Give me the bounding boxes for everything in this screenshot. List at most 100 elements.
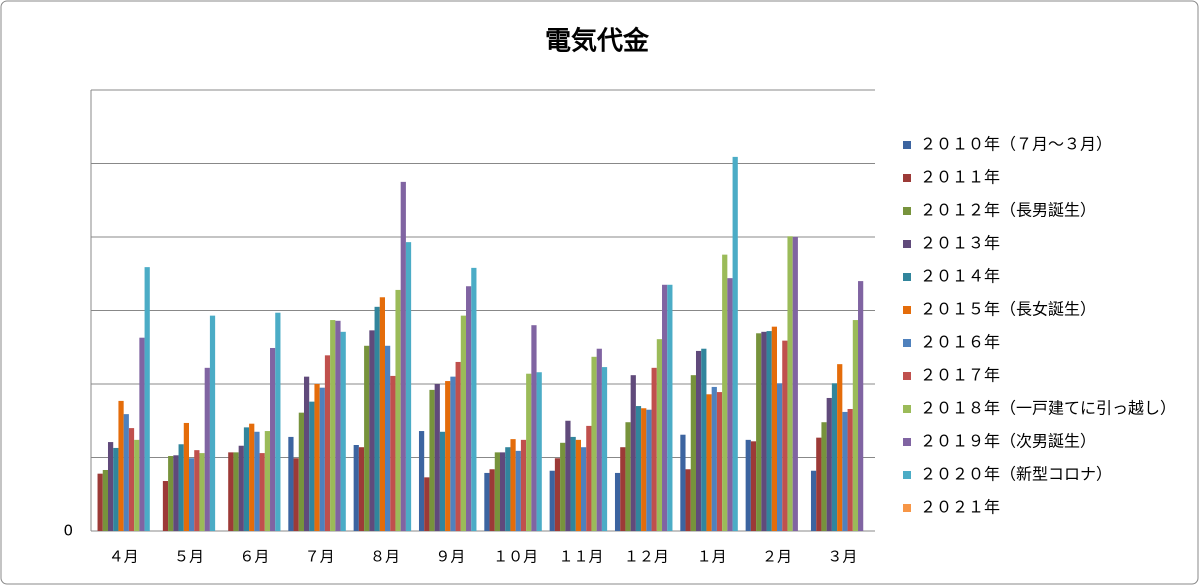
bar: [575, 439, 581, 531]
bar: [484, 472, 490, 531]
bar: [139, 337, 145, 531]
bar: [690, 375, 696, 531]
bar: [685, 469, 691, 531]
bar: [722, 254, 728, 531]
bar: [233, 452, 239, 531]
bar: [782, 340, 788, 531]
bar: [499, 452, 506, 531]
legend-swatch: [903, 141, 911, 149]
bar: [565, 420, 571, 531]
bar: [625, 422, 631, 531]
legend-label: ２０１９年（次男誕生）: [920, 432, 1096, 451]
bar: [97, 473, 103, 531]
bar: [455, 361, 461, 531]
bar: [816, 437, 822, 531]
legend-label: ２０１３年: [920, 234, 1000, 253]
bar: [314, 384, 320, 531]
x-tick-label: ６月: [239, 548, 269, 566]
bar: [374, 306, 380, 531]
bar: [450, 376, 456, 531]
bar: [335, 320, 341, 531]
x-tick-label: ７月: [305, 548, 335, 566]
bar: [858, 281, 864, 531]
bar: [766, 331, 772, 531]
legend-label: ２０２１年: [920, 498, 1000, 517]
bar: [515, 450, 521, 531]
bar: [434, 384, 440, 531]
bar: [238, 445, 244, 531]
bar: [680, 434, 686, 531]
bar: [630, 375, 636, 531]
x-tick-label: １０月: [493, 548, 538, 566]
bar: [395, 289, 401, 531]
bar: [837, 364, 843, 531]
bar: [183, 422, 189, 531]
bar: [651, 367, 657, 531]
bar: [178, 444, 184, 531]
legend-label: ２０１５年（長女誕生）: [920, 300, 1096, 319]
bar: [445, 381, 451, 531]
bar: [549, 470, 555, 531]
bar: [424, 477, 430, 531]
bar: [254, 431, 260, 531]
bar: [656, 339, 663, 531]
bar: [189, 458, 195, 531]
bar: [118, 400, 124, 531]
bar: [293, 458, 299, 531]
bar: [510, 439, 516, 531]
bar: [364, 345, 370, 531]
bar: [596, 348, 602, 531]
bar: [756, 333, 762, 531]
bar: [107, 442, 114, 531]
bar: [405, 242, 412, 531]
bar: [204, 367, 210, 531]
legend-label: ２０１４年: [920, 267, 1000, 286]
bar: [526, 373, 532, 531]
bar: [369, 330, 375, 531]
bar: [821, 422, 827, 531]
x-tick-label: １月: [697, 548, 727, 566]
bar: [586, 425, 592, 531]
bar: [460, 315, 467, 531]
x-tick-label: ５月: [174, 548, 204, 566]
bar: [385, 345, 391, 531]
legend-swatch: [903, 339, 911, 347]
bar: [695, 350, 702, 531]
legend-label: ２０２０年（新型コロナ）: [920, 465, 1112, 484]
bar: [750, 441, 757, 531]
bar: [102, 469, 108, 531]
bar: [745, 439, 751, 531]
bar: [209, 315, 216, 531]
bar: [847, 408, 853, 531]
bar: [199, 453, 205, 531]
legend-swatch: [903, 405, 911, 413]
bar: [810, 470, 817, 531]
legend-label: ２０１０年（７月～３月）: [920, 135, 1112, 154]
bar: [489, 469, 495, 531]
bar: [249, 423, 255, 531]
bar: [379, 297, 385, 531]
legend-swatch: [903, 504, 911, 512]
bar: [641, 408, 647, 531]
bar: [701, 348, 707, 531]
chart-title: 電気代金: [545, 26, 650, 57]
legend-label: ２０１８年（一戸建てに引っ越し）: [920, 399, 1176, 418]
bar: [358, 447, 365, 531]
x-tick-label: １１月: [558, 548, 603, 566]
bar: [826, 397, 832, 531]
bar: [400, 181, 406, 531]
bar: [662, 284, 668, 531]
bar: [792, 237, 798, 531]
bar: [303, 376, 310, 531]
bar: [787, 236, 793, 531]
bar: [243, 427, 250, 531]
bar: [831, 383, 838, 531]
legend-swatch: [903, 207, 911, 215]
bar: [601, 367, 608, 531]
bar: [259, 453, 265, 531]
bar: [716, 392, 723, 531]
bar: [113, 447, 119, 531]
bar: [581, 447, 587, 531]
bar: [298, 412, 304, 531]
